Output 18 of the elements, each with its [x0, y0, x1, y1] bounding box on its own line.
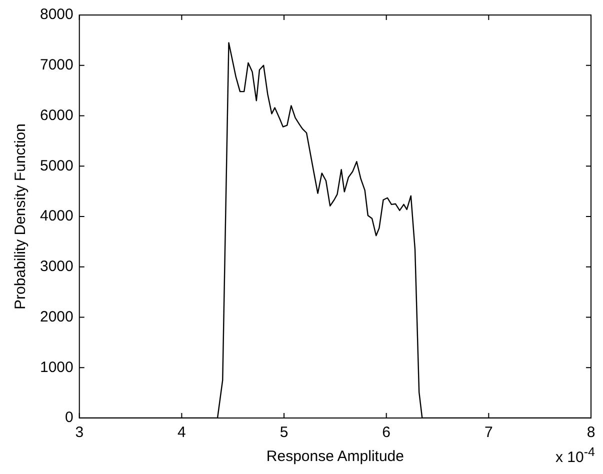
x-tick-label: 5: [280, 424, 288, 442]
x-tick-label: 4: [178, 424, 186, 442]
y-axis-title: Probability Density Function: [12, 124, 30, 310]
y-tick-label: 2000: [40, 308, 74, 326]
x-tick-label: 8: [586, 424, 596, 442]
y-tick-label: 3000: [40, 258, 74, 276]
y-tick-label: 5000: [40, 157, 74, 174]
x-tick-label: 7: [484, 424, 493, 442]
y-tick-label: 1000: [40, 358, 74, 376]
x-axis-title: Response Amplitude: [266, 448, 404, 466]
y-tick-label: 7000: [40, 56, 74, 74]
y-tick-label: 4000: [40, 208, 74, 225]
text: x 10$^{-4}$: [556, 445, 595, 466]
y-tick-label: 8000: [40, 6, 74, 24]
x-tick-label: 3: [75, 424, 84, 442]
x-tick-label: 6: [382, 424, 391, 442]
y-tick-label: 6000: [40, 106, 74, 124]
y-tick-label: 0: [65, 409, 74, 426]
